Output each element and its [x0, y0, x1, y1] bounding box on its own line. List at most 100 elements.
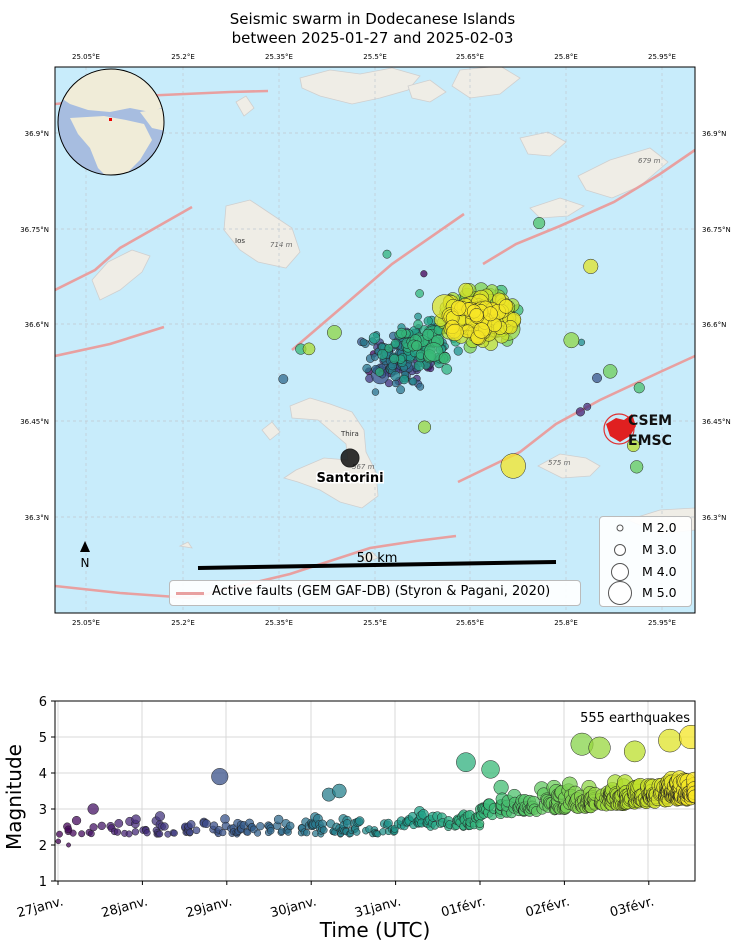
epicenter	[390, 370, 401, 381]
lon-tick-label-bottom: 25.5°E	[363, 619, 387, 627]
epicenter	[458, 282, 474, 298]
y-tick-label: 1	[39, 875, 47, 890]
earthquake-point	[71, 815, 82, 826]
earthquake-point	[623, 740, 646, 763]
lat-tick-label-right: 36.3°N	[702, 514, 726, 522]
earthquake-point	[55, 838, 62, 845]
epicenter	[441, 363, 453, 375]
town-label-thira: Thira	[340, 430, 359, 438]
map-panel: Ios 714 m Thira 567 m 679 m 575 m Santor…	[20, 53, 731, 627]
earthquake-point	[89, 823, 98, 832]
scale-bar	[197, 560, 557, 570]
epicenter	[453, 346, 463, 356]
earthquake-point	[154, 811, 165, 822]
epicenter	[278, 374, 289, 384]
epicenter	[450, 300, 467, 316]
epicenter	[626, 439, 640, 453]
legend-entry: M 5.0	[642, 585, 677, 600]
inset-globe	[57, 68, 165, 176]
lon-tick-label-bottom: 25.35°E	[265, 619, 293, 627]
epicenter	[409, 377, 418, 386]
lon-tick-label-bottom: 25.95°E	[648, 619, 676, 627]
earthquake-point	[69, 829, 77, 837]
epicenter	[603, 364, 618, 379]
earthquake-point	[332, 783, 347, 799]
epicenter	[482, 306, 498, 322]
island-label-ios: Ios	[235, 237, 245, 245]
fault-legend-line	[176, 592, 204, 595]
epicenter	[302, 342, 316, 356]
x-tick-label: 27janv.	[16, 894, 65, 921]
epicenter	[389, 354, 400, 364]
x-tick-label: 29janv.	[184, 894, 233, 921]
earthquake-point	[64, 825, 73, 834]
earthquake-point	[87, 830, 95, 838]
earthquake-point	[267, 827, 275, 835]
epicenter	[583, 258, 599, 274]
earthquake-point	[97, 821, 106, 831]
y-tick-label: 5	[39, 731, 47, 746]
earthquake-point	[219, 829, 227, 837]
epicenter	[592, 373, 603, 384]
timeline-ylabel: Magnitude	[2, 744, 26, 850]
elevation-label: 714 m	[270, 241, 293, 249]
epicenter	[391, 379, 400, 388]
x-tick-label: 02févr.	[524, 894, 571, 920]
elevation-label: 567 m	[352, 463, 375, 471]
earthquake-point	[156, 830, 164, 838]
epicenter	[630, 460, 644, 474]
epicenter	[396, 385, 405, 395]
epicenter	[377, 349, 388, 360]
epicenter	[375, 367, 385, 377]
epicenter-markers	[278, 217, 645, 479]
earthquake-point	[456, 752, 476, 773]
epicenter	[390, 339, 400, 349]
lon-tick-label-top: 25.95°E	[648, 53, 676, 61]
epicenter	[399, 374, 409, 385]
earthquake-point	[286, 821, 295, 830]
earthquake-point	[353, 828, 361, 836]
earthquake-point	[481, 760, 500, 779]
lon-tick-label-top: 25.35°E	[265, 53, 293, 61]
epicenter	[423, 316, 433, 326]
lat-tick-label-right: 36.9°N	[702, 130, 726, 138]
epicenter	[362, 363, 372, 373]
north-label: N	[81, 556, 90, 570]
epicenter	[473, 322, 490, 339]
chart-subtitle: between 2025-01-27 and 2025-02-03	[231, 29, 514, 47]
y-tick-label: 4	[39, 767, 47, 782]
timeline-points	[55, 724, 695, 848]
santorini-label: Santorini	[316, 471, 383, 486]
epicenter	[413, 319, 423, 330]
map-frame	[54, 66, 696, 614]
svg-text:CSEM: CSEM	[628, 413, 672, 429]
earthquake-point	[143, 829, 151, 837]
timeline-xlabel: Time (UTC)	[319, 918, 431, 942]
lat-tick-label-right: 36.75°N	[702, 226, 731, 234]
timeline-panel: 555 earthquakes 1 2 3 4 5 6 27janv. 28janv. 29ja…	[16, 695, 696, 921]
santorini-marker	[340, 448, 360, 468]
earthquake-point	[273, 814, 284, 825]
epicenter	[438, 352, 451, 365]
lon-tick-label-bottom: 25.65°E	[456, 619, 484, 627]
earthquake-point	[303, 829, 311, 837]
lon-tick-label-top: 25.8°E	[554, 53, 578, 61]
earthquake-point	[256, 822, 265, 831]
earthquake-point	[192, 826, 201, 835]
y-tick-label: 3	[39, 803, 47, 818]
lon-tick-label-bottom: 25.05°E	[72, 619, 100, 627]
epicenter	[563, 332, 580, 349]
earthquake-point	[131, 814, 141, 824]
epicenter	[415, 289, 424, 298]
lat-tick-label-left: 36.75°N	[20, 226, 49, 234]
earthquake-point	[78, 830, 86, 838]
epicenter	[500, 453, 526, 479]
event-count: 555 earthquakes	[580, 711, 690, 726]
svg-text:EMSC: EMSC	[628, 433, 672, 449]
epicenter	[384, 343, 394, 353]
earthquake-point	[254, 829, 262, 837]
lon-tick-label-bottom: 25.8°E	[554, 619, 578, 627]
epicenter	[382, 249, 392, 259]
lat-tick-label-left: 36.3°N	[25, 514, 49, 522]
x-tick-label: 01févr.	[440, 894, 487, 920]
